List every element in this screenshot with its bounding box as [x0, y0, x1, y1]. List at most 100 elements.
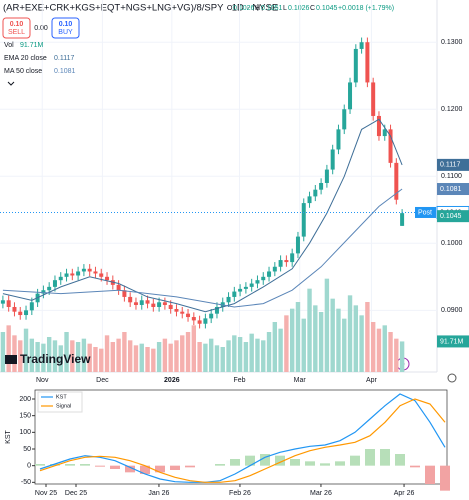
collapse-arrow[interactable]	[7, 81, 15, 86]
x-tick-label: Feb	[233, 377, 245, 384]
histogram-bar	[320, 463, 330, 466]
volume-bar	[289, 308, 295, 372]
candle-body	[371, 82, 376, 116]
histogram-bar	[110, 465, 120, 469]
series-line	[39, 398, 446, 483]
candle-body	[145, 300, 150, 304]
candle-body	[191, 317, 196, 321]
x-tick-label: Apr	[366, 377, 378, 384]
candle-body	[249, 283, 254, 287]
histogram-bar	[245, 455, 255, 466]
candle-body	[70, 273, 75, 276]
volume-bar	[255, 338, 260, 372]
candle-body	[238, 288, 243, 292]
histogram-bar	[425, 465, 435, 484]
logo: TradingView	[20, 352, 91, 366]
candle-body	[365, 42, 370, 83]
ohlc-value: 0.1051	[261, 5, 283, 12]
buy-label: BUY	[58, 29, 73, 36]
candle-body	[6, 300, 11, 307]
y-tick-label: 0.1100	[441, 173, 462, 180]
volume-bar	[52, 340, 58, 372]
histogram-bar	[335, 461, 345, 466]
volume-bar	[81, 338, 87, 372]
last-price-label: 0.1045	[440, 213, 462, 220]
volume-bar	[133, 345, 139, 372]
volume-bar	[35, 342, 40, 372]
volume-bar	[376, 328, 382, 372]
candle-body	[348, 82, 353, 110]
logo-mark	[5, 355, 17, 364]
volume-bar	[162, 338, 168, 372]
histogram-bar	[275, 455, 285, 466]
histogram-bar	[260, 454, 270, 466]
volume-bar	[324, 278, 330, 372]
settings-icon[interactable]	[447, 373, 457, 383]
candle-body	[330, 149, 335, 170]
candle-body	[272, 266, 277, 272]
histogram-bar	[215, 464, 225, 466]
change: +0.0018 (+1.79%)	[338, 5, 394, 12]
volume-bar	[220, 347, 225, 372]
candle-body	[128, 296, 133, 303]
candle-body	[151, 303, 156, 307]
volume-bar	[110, 342, 116, 372]
ohlc-value: 0.1026	[288, 5, 310, 12]
volume-bar	[99, 348, 104, 372]
candle-body	[394, 162, 399, 200]
volume-bar	[208, 338, 214, 372]
volume-bar	[29, 338, 35, 372]
candle-body	[307, 196, 312, 204]
volume-bar	[41, 343, 46, 372]
candle-body	[313, 189, 318, 197]
legend-value: 0.1081	[54, 68, 76, 75]
histogram-bar	[35, 464, 45, 466]
histogram-bar	[230, 459, 240, 466]
sell-button[interactable]	[2, 17, 31, 39]
x-tick-label: Mar 26	[310, 490, 332, 497]
y-tick-label: 0.1200	[441, 106, 463, 113]
candle-body	[29, 302, 34, 311]
candle-body	[93, 271, 98, 274]
candle-body	[255, 280, 260, 284]
ohlc: O 0.1026 H 0.1051 L 0.1026 C 0.1045 +0.0…	[227, 5, 394, 12]
legend-name: EMA 20 close	[4, 55, 47, 62]
volume-bar	[122, 332, 127, 372]
candle-body	[203, 318, 208, 324]
candle-body	[139, 300, 144, 305]
histogram-bar	[305, 461, 315, 466]
candle-body	[319, 182, 324, 190]
histogram-bar	[170, 465, 180, 470]
histogram-bar	[65, 464, 75, 466]
candle-body	[105, 276, 110, 281]
volume-bar	[23, 328, 29, 372]
candle-body	[197, 320, 202, 324]
volume-bar	[168, 343, 173, 372]
volume-bar	[307, 288, 312, 372]
candle-body	[47, 286, 52, 291]
histogram-bar	[365, 449, 375, 466]
candle-body	[99, 273, 104, 277]
buy-button[interactable]	[51, 17, 80, 39]
candle-body	[214, 306, 219, 314]
volume-bar	[214, 345, 220, 372]
volume-bar	[295, 302, 301, 372]
volume-bar	[347, 295, 353, 372]
volume-bar	[266, 332, 272, 372]
candle-body	[180, 311, 185, 314]
volume-bar	[75, 342, 81, 372]
volume-bar	[388, 332, 393, 372]
volume-bar	[203, 343, 208, 372]
legend-value: 91.71M	[20, 42, 44, 49]
price-badge	[437, 158, 469, 171]
post-label: Post	[418, 209, 432, 216]
histogram-bar	[290, 459, 300, 466]
candle-body	[388, 129, 393, 163]
legend-label: KST	[56, 394, 67, 400]
candle-body	[41, 290, 46, 294]
x-tick-label: Dec 25	[65, 490, 87, 497]
volume-bar	[197, 342, 202, 372]
price-badge-label: 0.1081	[440, 186, 462, 193]
volume-bar	[139, 343, 144, 372]
indicator-line	[2, 188, 403, 308]
